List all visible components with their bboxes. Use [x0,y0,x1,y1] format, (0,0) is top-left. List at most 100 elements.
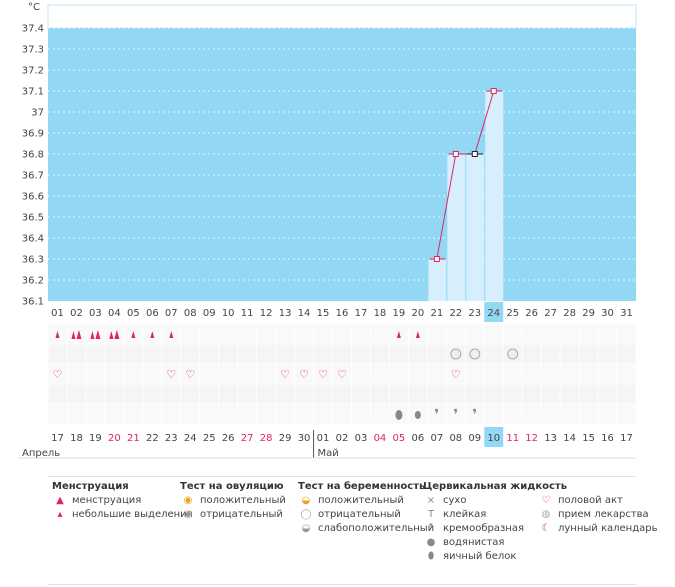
legend-label: положительный [318,495,404,506]
mark-cell [579,344,598,364]
legend-group-other: ♡ половой акт ◍ прием лекарства ☾ лунный ка… [538,494,658,536]
legend-label: водянистая [443,537,505,548]
date-label: 06 [412,433,425,444]
temperature-bar [485,91,504,301]
mark-cell [617,364,636,384]
legend-item: ⬮ яичный белок [423,550,567,564]
date-label: 09 [468,433,481,444]
legend-item: ◯ отрицательный [298,508,434,522]
mark-cell [295,344,314,364]
mark-cell [446,364,465,384]
mark-cell [560,384,579,404]
cycle-day-label: 18 [374,308,387,319]
mark-cell [48,384,67,404]
divider [48,584,636,585]
cycle-day-label: 23 [468,308,481,319]
intercourse-icon: ♡ [318,368,328,381]
mark-cell [314,384,333,404]
y-tick-label: 37.4 [22,24,44,35]
creamy-icon: ❜ [453,407,458,423]
date-label: 04 [374,433,387,444]
date-label: 26 [222,433,235,444]
mark-cell [503,324,522,344]
temperature-line [436,90,495,260]
legend-label: половой акт [558,495,623,506]
mark-cell [598,384,617,404]
cycle-day-label: 08 [184,308,197,319]
mark-cell [522,364,541,384]
mark-cell [484,324,503,344]
mark-cell [351,344,370,364]
mark-cell [427,344,446,364]
cycle-day-label: 20 [412,308,425,319]
legend-label: клейкая [443,509,487,520]
pregnancy-test-icon [507,348,519,360]
date-label: 22 [146,433,159,444]
mark-cell [143,404,162,424]
date-label: 23 [165,433,178,444]
cycle-day-label: 04 [108,308,121,319]
intercourse-icon: ♡ [185,368,195,381]
cycle-day-label: 07 [165,308,178,319]
legend-title: Тест на беременность [298,481,426,492]
legend-item: ▴ небольшие выделения [52,508,192,522]
mark-cell [124,384,143,404]
y-tick-label: 36.9 [22,129,44,140]
mark-cell [427,364,446,384]
date-label: 01 [317,433,330,444]
creamy-icon: ❜ [434,407,439,423]
legend-item: × сухо [423,494,567,508]
heavy-drop-icon [76,330,82,339]
pregnancy-weak-icon: ◒ [301,523,311,534]
legend-label: сухо [443,495,467,506]
lunar-calendar-icon: ☾ [541,523,551,534]
mark-cell [503,384,522,404]
mark-cell [370,344,389,364]
intercourse-icon: ♡ [280,368,290,381]
mark-cell [617,384,636,404]
mark-cell [162,384,181,404]
mark-cell [427,384,446,404]
cycle-day-label: 09 [203,308,216,319]
mark-cell [238,344,257,364]
mark-cell [124,404,143,424]
mark-cell [333,344,351,364]
mark-cell [200,404,219,424]
legend-item: ● водянистая [423,536,567,550]
mark-cell [465,324,484,344]
y-tick-label: 36.5 [22,213,44,224]
mark-cell [617,404,636,424]
mark-cell [389,384,408,404]
creamy-icon: ❜ [472,407,477,423]
mark-cell [465,404,484,424]
mark-cell [257,344,276,364]
legend-item: ☾ лунный календарь [538,522,658,536]
cycle-day-label: 10 [222,308,235,319]
cycle-day-label: 02 [70,308,83,319]
pregnancy-negative-icon: ◯ [300,509,312,520]
plot-area [48,28,636,301]
cycle-day-label: 01 [51,308,64,319]
cycle-day-label: 31 [620,308,633,319]
cycle-day-label: 16 [336,308,349,319]
intercourse-icon: ♡ [451,368,461,381]
date-label: 25 [203,433,216,444]
mark-cell [200,344,219,364]
date-label: 08 [449,433,462,444]
mark-cell [446,324,465,344]
mark-cell [124,344,143,364]
date-label: 10 [487,433,500,444]
heavy-drop-icon: ▲ [56,495,64,506]
date-label: 11 [506,433,519,444]
y-unit-label: °C [28,2,40,13]
small-drop-icon [131,331,136,338]
mark-cell [446,404,465,424]
legend-label: положительный [200,495,286,506]
cycle-day-label: 11 [241,308,254,319]
legend-item: ▲ менструация [52,494,193,508]
legend-item: ❜ кремообразная [423,522,567,536]
mark-cell [86,384,105,404]
mark-cell [257,324,276,344]
